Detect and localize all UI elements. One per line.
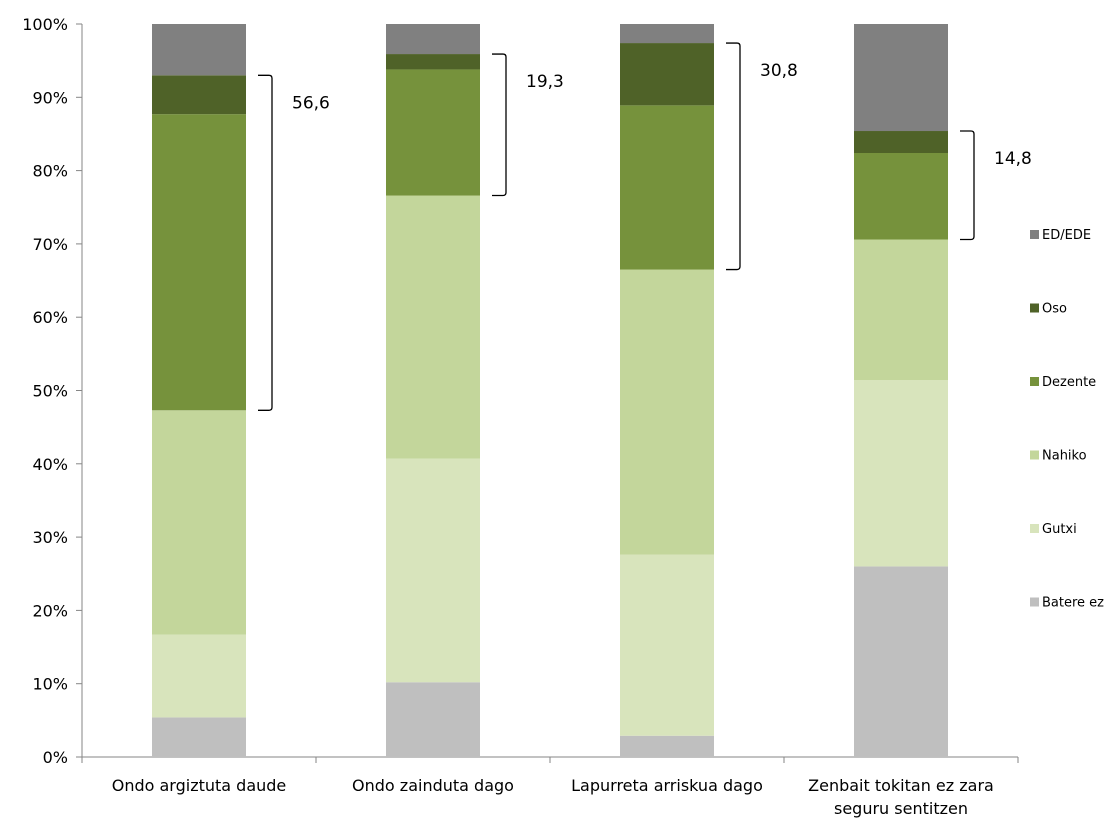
bar-segment [620, 554, 714, 736]
legend-swatch [1030, 377, 1039, 386]
bracket-label: 30,8 [760, 61, 798, 81]
y-tick-label: 0% [43, 748, 68, 767]
legend-swatch [1030, 450, 1039, 460]
y-tick-label: 30% [32, 528, 68, 547]
y-tick-label: 100% [22, 15, 68, 34]
y-tick-label: 90% [32, 88, 68, 107]
bracket-label: 19,3 [526, 72, 564, 92]
legend-label: Dezente [1042, 375, 1096, 390]
x-tick-label: Zenbait tokitan ez zara [808, 776, 994, 795]
bar-segment [386, 195, 480, 459]
legend-label: Oso [1042, 302, 1067, 317]
bar-segment [386, 458, 480, 683]
x-tick-label: Ondo argiztuta daude [112, 776, 287, 795]
bar-segment [854, 380, 948, 567]
bar-segment [152, 114, 246, 411]
legend-swatch [1030, 524, 1039, 533]
y-tick-label: 60% [32, 308, 68, 327]
y-tick-label: 50% [32, 382, 68, 401]
bar-segment [386, 54, 480, 70]
x-tick-label: Lapurreta arriskua dago [571, 776, 763, 795]
bar-segment [386, 24, 480, 55]
bar-segment [854, 131, 948, 154]
y-tick-label: 40% [32, 455, 68, 474]
bracket [492, 53, 507, 197]
bracket [258, 74, 273, 411]
legend-label: Batere ez [1042, 596, 1104, 611]
bar-segment [152, 634, 246, 718]
bar-segment [620, 735, 714, 757]
bar-segment [152, 410, 246, 635]
bracket-label: 56,6 [292, 93, 330, 113]
brackets: 56,6 19,3 30,8 14,8 [258, 42, 1032, 411]
y-axis: 0% 10% 20% 30% 40% 50% 60% 70% 80% 90% 100% [22, 15, 83, 767]
bar-segment [620, 105, 714, 270]
bars [152, 24, 948, 757]
bracket-label: 14,8 [994, 149, 1032, 169]
bar-segment [386, 69, 480, 196]
legend-label: ED/EDE [1042, 228, 1091, 243]
legend-swatch [1030, 597, 1039, 607]
y-tick-label: 20% [32, 601, 68, 620]
y-tick-label: 10% [32, 675, 68, 694]
legend-swatch [1030, 303, 1039, 313]
y-tick-label: 80% [32, 162, 68, 181]
bar-segment [620, 269, 714, 555]
bar-segment [620, 24, 714, 44]
bracket [726, 42, 741, 271]
bracket [960, 130, 975, 241]
bar-segment [620, 43, 714, 106]
bar-segment [854, 153, 948, 240]
legend-swatch [1030, 230, 1039, 239]
legend-label: Nahiko [1042, 449, 1087, 464]
legend: ED/EDE Oso Dezente Nahiko Gutxi Batere ez [1030, 228, 1104, 611]
legend-label: Gutxi [1042, 522, 1077, 537]
x-axis: Ondo argiztuta daude Ondo zainduta dago La… [81, 756, 1019, 818]
x-tick-label: seguru sentitzen [834, 799, 968, 818]
bar-segment [386, 682, 480, 757]
bar-segment [152, 717, 246, 757]
bar-segment [152, 75, 246, 115]
bar-segment [854, 566, 948, 757]
y-tick-label: 70% [32, 235, 68, 254]
bar-segment [152, 24, 246, 76]
bar-segment [854, 24, 948, 132]
x-tick-label: Ondo zainduta dago [352, 776, 514, 795]
bar-segment [854, 239, 948, 381]
